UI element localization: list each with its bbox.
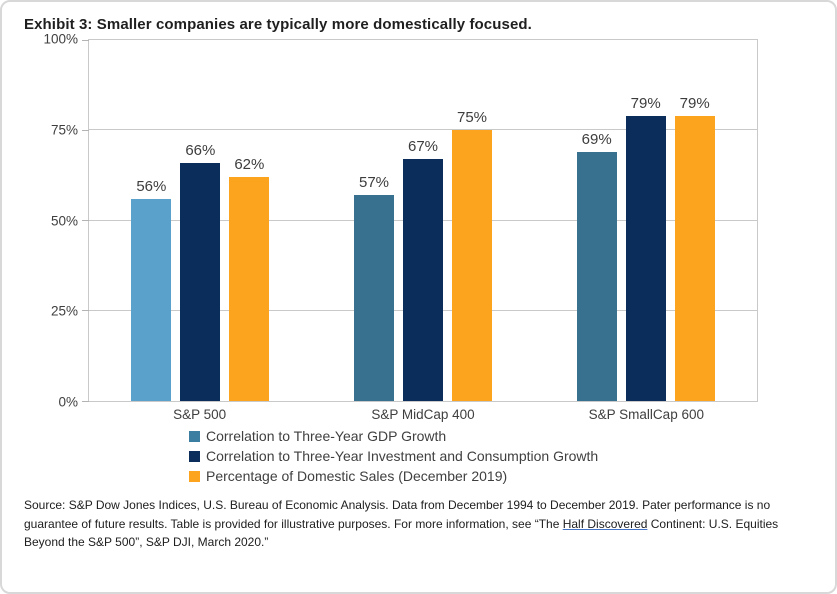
x-category-label: S&P MidCap 400 xyxy=(371,407,475,422)
bar-value-label: 67% xyxy=(407,138,439,156)
bar: 67% xyxy=(403,138,443,401)
y-tick-label: 50% xyxy=(50,213,78,228)
bar-value-label: 62% xyxy=(234,156,265,174)
legend-swatch xyxy=(189,450,200,462)
source-link-half-discovered[interactable]: Half Discovered xyxy=(562,516,648,531)
bar: 79% xyxy=(625,95,666,401)
bar: 69% xyxy=(576,131,617,401)
x-category-label: S&P 500 xyxy=(173,407,227,422)
y-tick-label: 0% xyxy=(58,394,78,410)
y-tick-label: 25% xyxy=(50,303,78,319)
gridline xyxy=(89,129,757,131)
legend-swatch xyxy=(189,430,200,442)
bar-value-label: 66% xyxy=(185,141,216,159)
legend-label: Correlation to Three-Year Investment and… xyxy=(206,448,599,464)
legend-item: Correlation to Three-Year Investment and… xyxy=(189,448,835,464)
plot-area: 56% 66% 62% 57% 67% 75% 69% 79% 79% xyxy=(82,39,758,402)
y-axis: 0% 25% 50% 75% 100% xyxy=(26,32,88,410)
bar-group: 56% 66% 62% xyxy=(89,40,312,401)
legend: Correlation to Three-Year GDP Growth Corr… xyxy=(189,428,835,484)
y-axis-tick xyxy=(82,400,89,402)
bar-value-label: 56% xyxy=(136,177,167,195)
chart: 0% 25% 50% 75% 100% 56% 66% 62% 57% 67% 75% 69% 79%… xyxy=(26,32,835,410)
source-text-prefix: Source: S&P Dow Jones Indices, U.S. Bure… xyxy=(24,498,771,531)
bar-value-label: 57% xyxy=(358,174,390,192)
y-axis-tick xyxy=(82,310,89,312)
x-axis-labels: S&P 500 S&P MidCap 400 S&P SmallCap 600 xyxy=(88,402,758,422)
x-category-label: S&P SmallCap 600 xyxy=(588,407,704,422)
bar-group: 57% 67% 75% xyxy=(312,40,535,401)
exhibit-title: Exhibit 3: Smaller companies are typical… xyxy=(24,16,532,33)
source-text-suffix: Continent: U.S. Equities Beyond the S&P … xyxy=(24,516,779,550)
bar: 79% xyxy=(674,95,715,401)
legend-item: Correlation to Three-Year GDP Growth xyxy=(189,428,835,444)
legend-swatch xyxy=(189,470,200,482)
bar-value-label: 79% xyxy=(679,94,710,112)
legend-label: Correlation to Three-Year GDP Growth xyxy=(206,428,447,444)
bar-value-label: 69% xyxy=(581,130,612,148)
bar-groups-container: 56% 66% 62% 57% 67% 75% 69% 79% 79% xyxy=(89,40,757,401)
source-note: Source: S&P Dow Jones Indices, U.S. Bure… xyxy=(24,496,813,552)
legend-label: Percentage of Domestic Sales (December 2… xyxy=(206,468,508,484)
bar: 56% xyxy=(131,178,172,401)
y-axis-tick xyxy=(82,129,89,131)
legend-item: Percentage of Domestic Sales (December 2… xyxy=(189,468,835,484)
bar: 62% xyxy=(229,156,270,401)
bar: 66% xyxy=(180,142,221,401)
bar-value-label: 75% xyxy=(456,109,488,127)
bar-group: 69% 79% 79% xyxy=(534,40,757,401)
y-axis-tick xyxy=(82,220,89,221)
y-tick-label: 100% xyxy=(43,31,78,47)
bar-value-label: 79% xyxy=(630,94,661,112)
y-tick-label: 75% xyxy=(50,122,78,138)
bar: 75% xyxy=(452,109,492,401)
y-axis-tick xyxy=(82,39,89,41)
bar: 57% xyxy=(354,174,394,401)
